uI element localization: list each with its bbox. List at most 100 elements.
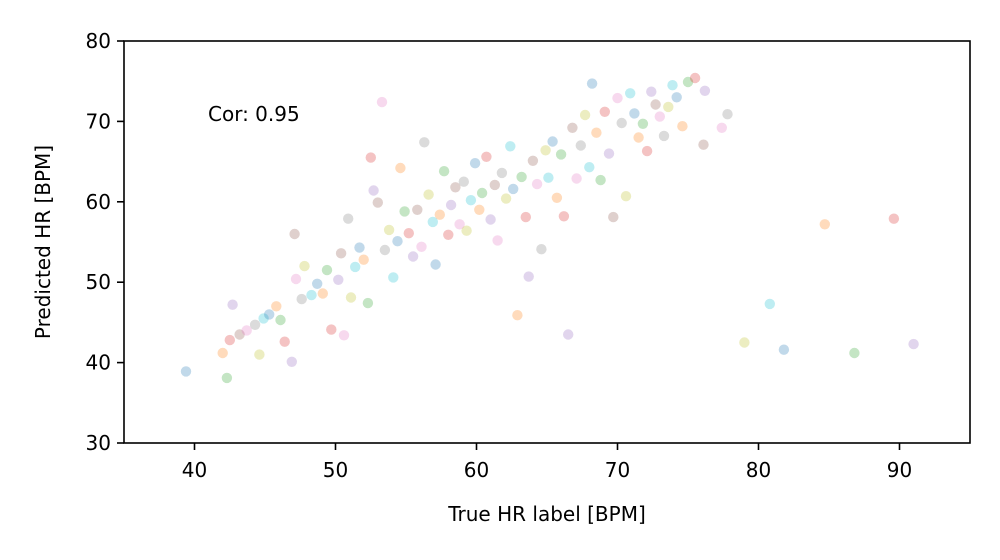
data-point — [312, 278, 323, 289]
data-point — [599, 106, 610, 118]
y-axis-label: Predicted HR [BPM] — [31, 145, 55, 339]
data-point — [450, 182, 461, 193]
data-point — [584, 162, 595, 173]
x-tick-label: 70 — [605, 458, 630, 482]
data-point — [571, 173, 582, 184]
data-point — [217, 347, 228, 359]
x-tick-label: 60 — [464, 458, 489, 482]
data-point — [663, 101, 674, 113]
data-point — [438, 166, 450, 177]
data-point — [434, 209, 445, 220]
data-point — [677, 121, 688, 132]
data-point — [496, 167, 508, 179]
data-point — [279, 336, 290, 347]
data-point — [299, 260, 310, 272]
data-point — [667, 80, 678, 91]
x-tick-label: 80 — [746, 458, 771, 482]
data-point — [461, 225, 472, 236]
data-point — [474, 204, 485, 215]
x-tick-label: 90 — [887, 458, 912, 482]
y-tick-label: 70 — [86, 109, 111, 133]
data-point — [555, 149, 567, 160]
data-point — [469, 158, 481, 169]
data-point — [392, 236, 403, 247]
y-tick-label: 30 — [86, 431, 111, 455]
data-point — [271, 301, 282, 312]
data-point — [350, 261, 361, 273]
data-point — [383, 224, 395, 236]
data-point — [849, 347, 860, 359]
data-point — [739, 337, 750, 348]
data-point — [427, 216, 438, 228]
data-point — [296, 293, 307, 305]
data-point — [722, 109, 733, 120]
data-point — [258, 313, 269, 324]
data-point — [620, 191, 632, 202]
data-point — [508, 183, 519, 195]
data-point — [221, 372, 233, 384]
data-point — [527, 155, 539, 166]
data-point — [629, 108, 640, 119]
data-point — [698, 139, 709, 150]
data-point — [317, 288, 328, 299]
data-point — [699, 85, 711, 97]
data-point — [551, 192, 563, 203]
data-point — [682, 76, 694, 88]
data-point — [249, 319, 261, 330]
data-point — [671, 92, 682, 103]
data-point — [445, 199, 457, 211]
data-point — [603, 148, 615, 159]
correlation-annotation: Cor: 0.95 — [208, 102, 300, 126]
data-point — [365, 152, 376, 163]
data-point — [819, 219, 830, 230]
data-point — [716, 122, 727, 133]
data-point — [888, 213, 900, 224]
points-layer — [180, 72, 919, 384]
data-point — [608, 211, 619, 223]
data-point — [289, 228, 300, 240]
data-point — [345, 292, 357, 303]
data-point — [254, 349, 265, 360]
data-point — [908, 338, 919, 350]
data-point — [689, 72, 701, 84]
data-point — [343, 213, 354, 224]
data-point — [547, 136, 558, 147]
data-point — [512, 310, 523, 321]
data-point — [586, 78, 598, 89]
data-point — [399, 206, 410, 217]
data-point — [650, 99, 661, 110]
data-point — [430, 259, 441, 270]
data-point — [234, 329, 245, 340]
data-point — [520, 211, 531, 223]
data-point — [372, 197, 383, 208]
x-tick-label: 50 — [323, 458, 348, 482]
data-point — [443, 229, 454, 240]
data-point — [612, 92, 623, 104]
data-point — [326, 324, 337, 335]
data-point — [492, 235, 503, 246]
data-point — [180, 366, 192, 377]
data-point — [358, 254, 369, 265]
y-tick-label: 50 — [86, 270, 111, 294]
y-tick-label: 60 — [86, 190, 111, 214]
data-point — [419, 137, 430, 148]
data-point — [516, 171, 527, 183]
data-point — [778, 344, 790, 355]
data-point — [481, 151, 492, 162]
data-point — [407, 251, 419, 262]
data-point — [416, 241, 427, 252]
data-point — [333, 274, 344, 285]
y-tick-label: 80 — [86, 29, 111, 53]
data-point — [338, 330, 350, 341]
data-point — [476, 187, 488, 199]
data-point — [595, 174, 606, 186]
data-point — [264, 309, 275, 320]
data-point — [362, 297, 374, 309]
data-point — [224, 334, 235, 346]
y-axis-ticks: 30 40 50 60 70 80 — [86, 29, 124, 455]
data-point — [531, 178, 543, 190]
data-point — [536, 244, 547, 255]
data-point — [654, 111, 665, 122]
data-point — [454, 219, 465, 230]
data-point — [395, 162, 406, 174]
